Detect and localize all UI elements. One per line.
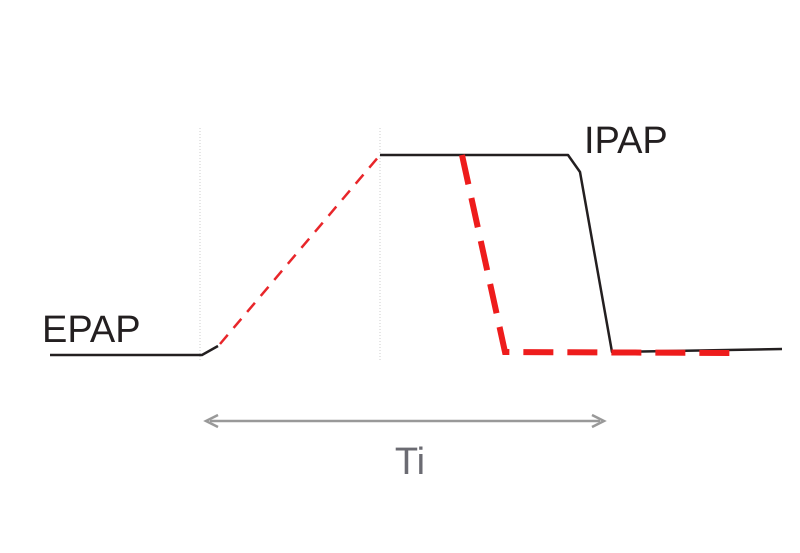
- cycle-dashed: [459, 154, 741, 356]
- pressure-curve: [380, 153, 783, 354]
- arrow-head: [591, 413, 607, 429]
- ti-label: Ti: [395, 441, 425, 483]
- epap-label: EPAP: [42, 309, 141, 351]
- arrow-head: [203, 413, 219, 429]
- ipap-label: IPAP: [584, 120, 668, 162]
- rise-dashed: [219, 154, 381, 345]
- epap-line: [50, 344, 219, 357]
